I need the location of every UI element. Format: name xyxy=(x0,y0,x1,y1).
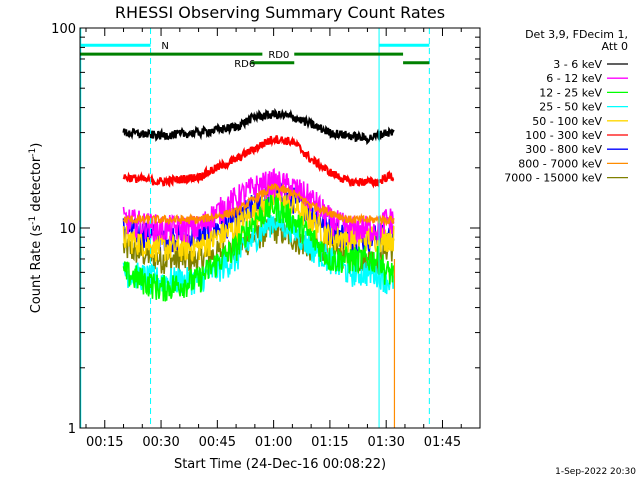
x-axis-label: Start Time (24-Dec-16 00:08:22) xyxy=(174,457,386,472)
x-tick-label: 00:30 xyxy=(142,435,179,450)
flag-label-n: N xyxy=(161,41,168,52)
y-axis-label-sup2: -1 xyxy=(28,148,38,157)
legend-header-line: Att 0 xyxy=(602,40,628,53)
series-line-0 xyxy=(122,107,395,146)
series-line-2 xyxy=(122,194,395,302)
timestamp: 1-Sep-2022 20:30 xyxy=(555,467,636,477)
legend-label-5: 100 - 300 keV xyxy=(525,129,602,142)
flag-label-rd0: RD0 xyxy=(268,50,289,61)
legend-label-3: 25 - 50 keV xyxy=(539,101,602,114)
legend-label-6: 300 - 800 keV xyxy=(525,143,602,156)
legend-label-8: 7000 - 15000 keV xyxy=(504,172,602,185)
y-axis-label-part2: detector xyxy=(29,156,44,216)
legend-header-line: Det 3,9, FDecim 1, xyxy=(525,28,628,41)
y-tick-label: 10 xyxy=(59,222,76,237)
y-axis-label: Count Rate (s-1 detector-1) xyxy=(28,143,44,314)
y-tick-label: 100 xyxy=(51,22,76,37)
y-tick-label: 1 xyxy=(68,422,76,437)
y-axis-label-sup1: -1 xyxy=(28,216,38,225)
series-line-7 xyxy=(122,183,395,227)
chart-title: RHESSI Observing Summary Count Rates xyxy=(115,3,445,22)
y-axis-label-part3: ) xyxy=(29,143,44,148)
x-tick-label: 01:15 xyxy=(311,435,348,450)
flag-label-rd6: RD6 xyxy=(234,59,255,70)
plot-area: N RD0 RD6 00:15 00:30 00:45 01:00 01:15 01:30 01:… xyxy=(51,22,481,450)
x-tick-label: 01:45 xyxy=(424,435,461,450)
legend-label-0: 3 - 6 keV xyxy=(553,58,602,71)
x-tick-label: 01:30 xyxy=(367,435,404,450)
series-line-5 xyxy=(122,135,395,189)
legend-label-7: 800 - 7000 keV xyxy=(518,157,602,170)
legend-label-2: 12 - 25 keV xyxy=(539,86,602,99)
x-tick-label: 00:15 xyxy=(86,435,123,450)
x-tick-label: 00:45 xyxy=(199,435,236,450)
legend-label-1: 6 - 12 keV xyxy=(546,72,602,85)
series-line-1 xyxy=(122,167,395,244)
y-axis-label-part1: Count Rate (s xyxy=(29,225,44,314)
legend-label-4: 50 - 100 keV xyxy=(532,115,602,128)
x-tick-label: 01:00 xyxy=(255,435,292,450)
